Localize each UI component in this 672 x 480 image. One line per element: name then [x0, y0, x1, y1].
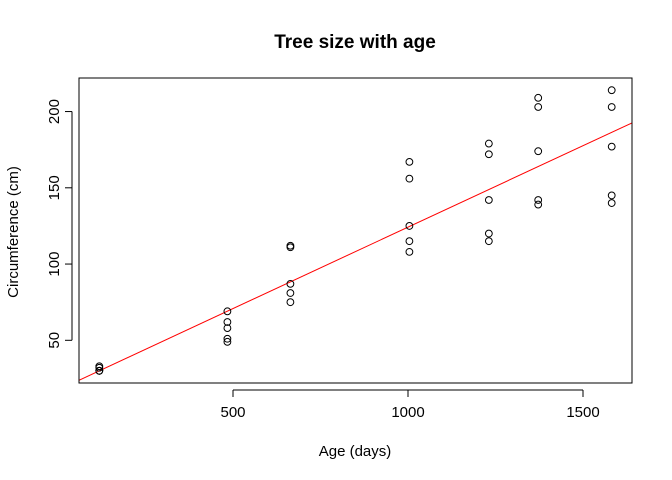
- data-point: [95, 366, 104, 375]
- x-axis: 500 1000 1500: [220, 389, 600, 421]
- data-point: [607, 142, 616, 151]
- y-tick-label: 200: [46, 99, 63, 124]
- data-point: [223, 337, 232, 346]
- data-point: [484, 150, 493, 159]
- data-point: [484, 139, 493, 148]
- data-point: [286, 241, 295, 250]
- data-point: [405, 237, 414, 246]
- y-axis-label: Circumference (cm): [5, 166, 22, 298]
- y-tick-label: 100: [46, 252, 63, 277]
- data-point: [223, 324, 232, 333]
- data-point: [223, 318, 232, 326]
- data-point: [286, 298, 295, 307]
- data-point: [286, 289, 295, 297]
- data-point: [534, 200, 543, 209]
- data-point: [534, 147, 543, 156]
- x-tick-label: 500: [220, 404, 245, 421]
- y-tick-label: 50: [46, 332, 63, 349]
- regression-line: [79, 122, 632, 381]
- data-point: [405, 222, 414, 230]
- data-point: [223, 307, 232, 316]
- data-point: [405, 174, 414, 183]
- data-point: [405, 247, 414, 256]
- x-axis-label: Age (days): [319, 443, 392, 460]
- data-point: [607, 191, 616, 200]
- data-point: [534, 196, 543, 204]
- plot-area: [79, 86, 632, 381]
- x-tick-label: 1500: [566, 404, 599, 421]
- data-point: [484, 237, 493, 246]
- data-point: [607, 199, 616, 207]
- data-point: [534, 93, 543, 102]
- data-point: [484, 196, 493, 204]
- data-point: [405, 157, 414, 166]
- chart-title: Tree size with age: [274, 32, 436, 53]
- y-axis: 50 100 150 200: [46, 99, 73, 349]
- data-point: [534, 103, 543, 111]
- data-point: [286, 243, 295, 252]
- data-point: [607, 103, 616, 111]
- data-point: [223, 334, 232, 343]
- data-point: [286, 279, 295, 288]
- data-point: [607, 86, 616, 95]
- plot-frame: [78, 77, 633, 384]
- data-point: [95, 363, 104, 372]
- x-tick-label: 1000: [391, 404, 424, 421]
- data-point: [484, 229, 493, 238]
- y-tick-label: 150: [46, 175, 63, 200]
